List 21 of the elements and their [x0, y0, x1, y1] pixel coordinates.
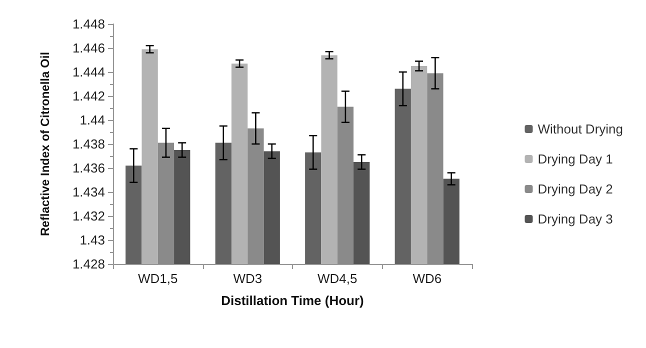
y-tick-label: 1.432: [72, 208, 105, 224]
y-tick-label: 1.43: [80, 232, 105, 248]
y-tick-label: 1.434: [72, 184, 105, 200]
y-tick-label: 1.428: [72, 256, 105, 272]
y-tick-label: 1.444: [72, 64, 105, 80]
legend-label: Drying Day 2: [538, 182, 613, 196]
y-tick-label: 1.44: [80, 112, 105, 128]
y-tick-label: 1.438: [72, 136, 105, 152]
legend-label: Drying Day 3: [538, 212, 613, 226]
x-tick-label: WD1,5: [138, 271, 178, 286]
y-axis-title: Reflactive Index of Citronella Oil: [38, 52, 52, 236]
x-tick-label: WD6: [412, 271, 442, 286]
y-tick-label: 1.436: [72, 160, 105, 176]
y-tick-label: 1.442: [72, 88, 105, 104]
y-tick-label: 1.448: [72, 16, 105, 32]
y-tick-label: 1.446: [72, 40, 105, 56]
legend-label: Drying Day 1: [538, 152, 613, 166]
x-tick-label: WD3: [233, 271, 262, 286]
legend-label: Without Drying: [538, 122, 623, 136]
x-axis-title: Distillation Time (Hour): [221, 293, 364, 308]
x-tick-label: WD4,5: [318, 271, 358, 286]
